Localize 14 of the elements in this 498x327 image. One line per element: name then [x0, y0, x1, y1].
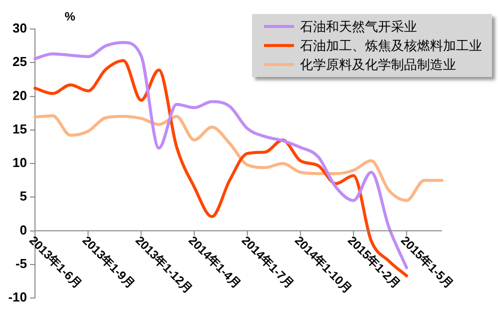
legend-label: 化学原料及化学制品制造业 — [300, 56, 456, 74]
y-tick-label: 20 — [12, 88, 27, 103]
y-tick-label: 5 — [20, 188, 27, 204]
y-tick-label: 15 — [12, 121, 27, 136]
y-tick-label: 10 — [12, 155, 27, 170]
y-tick-label: -10 — [8, 290, 27, 305]
y-tick-label: 0 — [20, 222, 27, 238]
y-tick-label: 30 — [12, 20, 27, 36]
y-tick-label: 25 — [12, 54, 27, 70]
line-series — [34, 114, 444, 202]
legend-label: 石油加工、炼焦及核燃料加工业 — [300, 38, 482, 54]
y-tick-label: -5 — [15, 256, 27, 271]
legend-label: 石油和天然气开采业 — [300, 18, 417, 36]
y-axis-title: % — [64, 9, 76, 24]
